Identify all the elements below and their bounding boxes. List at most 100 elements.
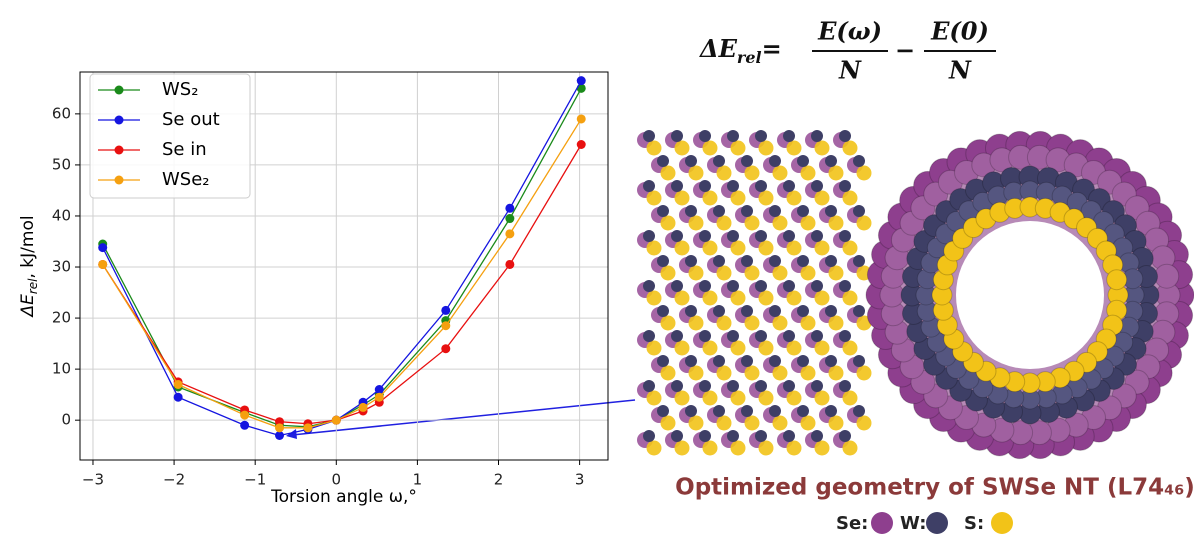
- atom: [713, 205, 725, 217]
- y-tick-label: 40: [52, 206, 71, 224]
- atom: [797, 205, 809, 217]
- atom: [688, 365, 704, 381]
- atom: [646, 340, 662, 356]
- atom: [772, 265, 788, 281]
- atom: [842, 190, 858, 206]
- atom: [758, 140, 774, 156]
- data-point: [173, 379, 183, 389]
- atom: [758, 340, 774, 356]
- legend-label: Se out: [162, 109, 220, 130]
- atom: [660, 265, 676, 281]
- formula-num2: E(0): [930, 17, 989, 46]
- atom: [660, 215, 676, 231]
- atom: [853, 405, 865, 417]
- legend-marker: [114, 115, 124, 125]
- atom: [797, 255, 809, 267]
- y-tick-label: 20: [52, 309, 71, 327]
- atom: [730, 190, 746, 206]
- atom: [814, 440, 830, 456]
- atom: [839, 130, 851, 142]
- data-point: [275, 423, 285, 433]
- atom: [769, 255, 781, 267]
- atom: [853, 155, 865, 167]
- x-tick-label: −3: [82, 471, 104, 489]
- atom: [828, 215, 844, 231]
- atom: [772, 215, 788, 231]
- atom: [786, 240, 802, 256]
- atom: [772, 165, 788, 181]
- atom: [657, 255, 669, 267]
- atom: [730, 140, 746, 156]
- atom: [769, 305, 781, 317]
- atom: [839, 430, 851, 442]
- atom: [727, 130, 739, 142]
- atom: [702, 440, 718, 456]
- legend-marker: [114, 85, 124, 95]
- atom: [702, 340, 718, 356]
- atom: [699, 380, 711, 392]
- atom: [814, 390, 830, 406]
- atom: [853, 355, 865, 367]
- y-axis-label: ΔErel, kJ/mol: [18, 215, 40, 318]
- atom: [741, 155, 753, 167]
- y-tick-label: 0: [61, 411, 71, 429]
- atom: [741, 355, 753, 367]
- atom: [702, 390, 718, 406]
- atom: [783, 280, 795, 292]
- x-tick-label: 0: [332, 471, 342, 489]
- atom: [713, 305, 725, 317]
- atom: [702, 240, 718, 256]
- data-point: [441, 344, 451, 354]
- atom: [783, 180, 795, 192]
- atom: [811, 180, 823, 192]
- atom: [657, 405, 669, 417]
- atom: [643, 430, 655, 442]
- y-label-part: rel: [26, 278, 40, 294]
- atom: [646, 390, 662, 406]
- atom: [713, 255, 725, 267]
- y-label-part: , kJ/mol: [18, 215, 38, 278]
- atom: [674, 340, 690, 356]
- legend-label: Se in: [162, 139, 207, 160]
- atom: [713, 155, 725, 167]
- atom: [674, 140, 690, 156]
- formula-num1: E(ω): [817, 17, 882, 46]
- atom: [800, 165, 816, 181]
- atom: [758, 390, 774, 406]
- atom: [856, 315, 872, 331]
- atom: [713, 355, 725, 367]
- atom-swatch: [991, 512, 1013, 534]
- atom: [842, 390, 858, 406]
- data-point: [303, 423, 313, 433]
- atom: [839, 380, 851, 392]
- atom: [856, 415, 872, 431]
- atom: [685, 355, 697, 367]
- atom: [646, 440, 662, 456]
- atom: [699, 230, 711, 242]
- atom: [716, 265, 732, 281]
- data-point: [374, 385, 384, 395]
- atom: [730, 240, 746, 256]
- atom: [741, 255, 753, 267]
- atom: [758, 440, 774, 456]
- data-point: [505, 229, 515, 239]
- atom: [657, 305, 669, 317]
- atom: [800, 415, 816, 431]
- atom: [839, 180, 851, 192]
- atom: [811, 380, 823, 392]
- atom: [755, 330, 767, 342]
- atom: [786, 340, 802, 356]
- atom: [741, 205, 753, 217]
- atom: [783, 430, 795, 442]
- atom: [671, 280, 683, 292]
- caption: Optimized geometry of SWSe NT (L74₄₆): [675, 475, 1194, 501]
- atom: [688, 165, 704, 181]
- atom: [699, 180, 711, 192]
- y-tick-label: 10: [52, 360, 71, 378]
- atom: [1106, 269, 1128, 291]
- data-point: [505, 259, 515, 269]
- data-point: [374, 392, 384, 402]
- atom: [828, 315, 844, 331]
- atom: [772, 365, 788, 381]
